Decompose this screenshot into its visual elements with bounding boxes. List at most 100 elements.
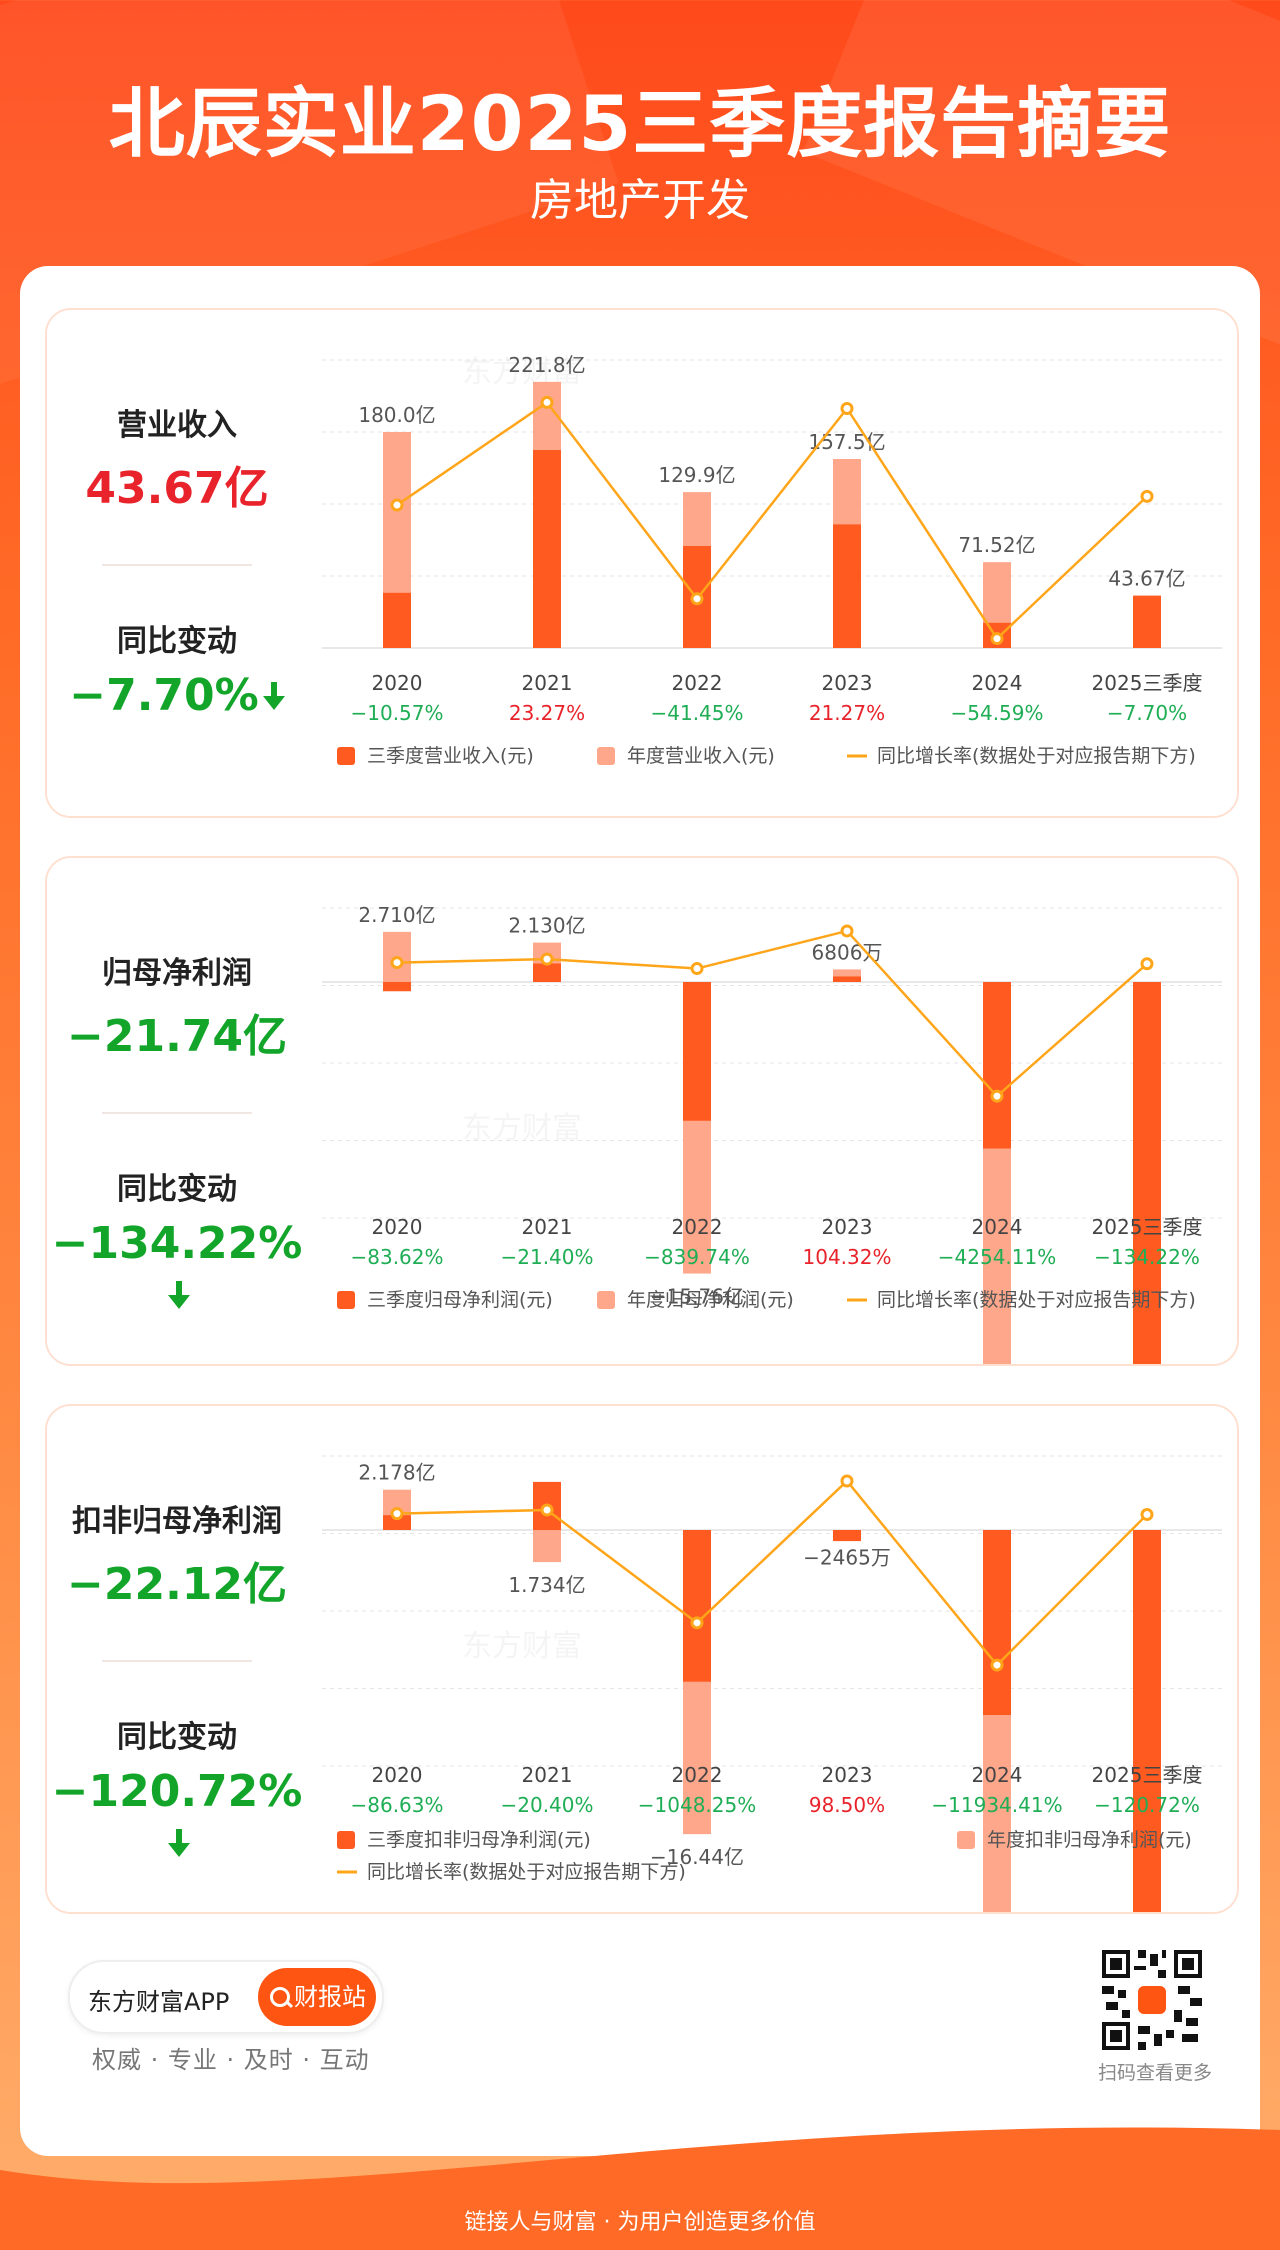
app-name: 东方财富APP xyxy=(88,1988,230,2016)
footer-slogan: 链接人与财富 · 为用户创造更多价值 xyxy=(464,2210,816,2235)
category-label: 2024 xyxy=(972,671,1023,695)
growth-line xyxy=(396,400,1148,641)
watermark-text: 东方财富 xyxy=(462,1629,582,1664)
watermark-text: 东方财富 xyxy=(462,355,582,390)
growth-point xyxy=(840,1474,854,1488)
watermark-text: 东方财富 xyxy=(462,1111,582,1146)
growth-point xyxy=(990,632,1004,646)
change-text: −7.70% xyxy=(69,670,259,721)
arrow-down-icon xyxy=(168,1829,190,1859)
metric-value: −22.12亿 xyxy=(66,1559,288,1610)
growth-point xyxy=(1140,1508,1154,1522)
growth-point xyxy=(390,498,404,512)
category-label: 2020 xyxy=(372,1763,423,1787)
value-label: −2465万 xyxy=(803,1546,891,1570)
legend-swatch xyxy=(337,1831,355,1849)
metric-label: 归母净利润 xyxy=(102,956,252,991)
footer-wave xyxy=(0,2127,1280,2250)
revenue-chart-area: 东方财富 180.0亿 2020 −10.57% 221.8亿 2021 23.27% 129… xyxy=(307,310,1237,816)
growth-label: −86.63% xyxy=(350,1793,443,1817)
category-label: 2023 xyxy=(822,671,873,695)
category-label: 2021 xyxy=(522,1763,573,1787)
q3-bar xyxy=(833,976,861,982)
category-label: 2023 xyxy=(822,1215,873,1239)
metric-label: 营业收入 xyxy=(117,408,237,443)
q3-bar xyxy=(383,1515,411,1530)
growth-point xyxy=(390,956,404,970)
q3-bar xyxy=(383,592,411,648)
category-label: 2025三季度 xyxy=(1092,671,1203,695)
legend-label: 年度营业收入(元) xyxy=(627,745,775,767)
growth-point xyxy=(540,1503,554,1517)
category-label: 2025三季度 xyxy=(1092,1763,1203,1787)
growth-label: −10.57% xyxy=(350,701,443,725)
category-label: 2024 xyxy=(972,1215,1023,1239)
value-label: 2.130亿 xyxy=(508,914,585,938)
change-value: −120.72% xyxy=(47,1766,307,1868)
value-label: 2.710亿 xyxy=(358,903,435,927)
q3-bar xyxy=(833,524,861,648)
growth-point xyxy=(1140,957,1154,971)
logo-icon xyxy=(1138,1986,1166,2014)
category-label: 2022 xyxy=(672,1215,723,1239)
category-label: 2022 xyxy=(672,1763,723,1787)
change-label: 同比变动 xyxy=(117,1720,237,1755)
growth-point xyxy=(540,395,554,409)
legend-swatch xyxy=(957,1831,975,1849)
legend-swatch xyxy=(597,747,615,765)
growth-label: −41.45% xyxy=(650,701,743,725)
value-label: 180.0亿 xyxy=(358,403,435,427)
app-badge[interactable]: 东方财富APP 财报站 xyxy=(68,1960,384,2034)
change-text: −134.22% xyxy=(51,1218,303,1269)
divider xyxy=(102,1660,252,1662)
q3-bar xyxy=(533,963,561,982)
growth-label: 98.50% xyxy=(809,1793,885,1817)
legend-label: 同比增长率(数据处于对应报告期下方) xyxy=(367,1861,686,1883)
growth-point xyxy=(1140,489,1154,503)
deducted-profit-summary: 扣非归母净利润 −22.12亿 同比变动 −120.72% xyxy=(47,1406,307,1912)
category-label: 2022 xyxy=(672,671,723,695)
legend-swatch xyxy=(597,1291,615,1309)
legend-label: 三季度扣非归母净利润(元) xyxy=(367,1829,591,1851)
value-label: 1.734亿 xyxy=(508,1573,585,1597)
growth-label: 104.32% xyxy=(803,1245,892,1269)
category-label: 2023 xyxy=(822,1763,873,1787)
divider xyxy=(102,1112,252,1114)
q3-bar xyxy=(683,982,711,1121)
value-label: 43.67亿 xyxy=(1108,567,1185,591)
q3-bar xyxy=(1133,982,1161,1364)
tagline: 权威 · 专业 · 及时 · 互动 xyxy=(92,2046,370,2074)
growth-label: −21.40% xyxy=(500,1245,593,1269)
growth-point xyxy=(840,401,854,415)
growth-line xyxy=(396,929,1148,1098)
q3-bar xyxy=(1133,595,1161,648)
value-label: 129.9亿 xyxy=(658,463,735,487)
qr-code[interactable] xyxy=(1102,1950,1202,2050)
deducted-profit-chart: 东方财富 2.178亿 2020 −86.63% 1.734亿 2021 −20.40% −1… xyxy=(322,1455,1222,1912)
growth-point xyxy=(840,924,854,938)
category-label: 2025三季度 xyxy=(1092,1215,1203,1239)
net-profit-section: 归母净利润 −21.74亿 同比变动 −134.22% 东方财富 2.710亿 20… xyxy=(45,856,1239,1366)
q3-bar xyxy=(683,1530,711,1682)
arrow-down-icon xyxy=(262,682,285,712)
legend-label: 三季度归母净利润(元) xyxy=(367,1289,553,1311)
legend-label: 年度扣非归母净利润(元) xyxy=(987,1829,1192,1851)
growth-label: −54.59% xyxy=(950,701,1043,725)
q3-bar xyxy=(983,982,1011,1149)
divider xyxy=(102,564,252,566)
growth-label: −11934.41% xyxy=(931,1793,1062,1817)
growth-point xyxy=(690,962,704,976)
legend-label: 同比增长率(数据处于对应报告期下方) xyxy=(877,1289,1196,1311)
growth-point xyxy=(990,1089,1004,1103)
deducted-profit-section: 扣非归母净利润 −22.12亿 同比变动 −120.72% 东方财富 2.178亿… xyxy=(45,1404,1239,1914)
search-icon xyxy=(270,1987,290,2007)
legend-label: 年度归母净利润(元) xyxy=(627,1289,794,1311)
net-profit-chart: 东方财富 2.710亿 2020 −83.62% 2.130亿 2021 −21.40% −1… xyxy=(322,903,1222,1364)
report-station-button[interactable]: 财报站 xyxy=(258,1968,376,2026)
legend-label: 三季度营业收入(元) xyxy=(367,745,534,767)
growth-point xyxy=(990,1658,1004,1672)
annual-bar xyxy=(533,1530,561,1563)
growth-label: −1048.25% xyxy=(638,1793,756,1817)
growth-point xyxy=(690,592,704,606)
value-label: 6806万 xyxy=(812,940,883,964)
